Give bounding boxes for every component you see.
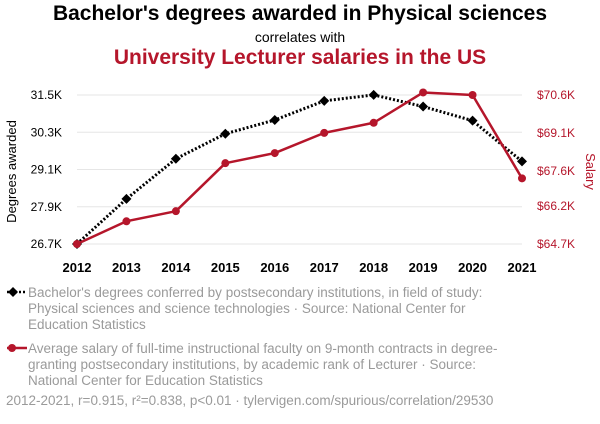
y2-tick-label: $70.6K xyxy=(537,88,575,102)
degrees-data-point xyxy=(319,95,330,106)
x-tick-label: 2017 xyxy=(310,260,339,275)
x-tick-label: 2015 xyxy=(211,260,240,275)
salary-data-point xyxy=(419,88,428,97)
salary-data-point xyxy=(270,149,279,158)
degrees-series-line xyxy=(75,93,523,246)
salary-data-point xyxy=(518,174,526,183)
legend-label-salary: Average salary of full-time instructiona… xyxy=(28,341,498,388)
degrees-data-point xyxy=(220,128,231,139)
degrees-data-point xyxy=(170,153,181,164)
chart-title: Bachelor's degrees awarded in Physical s… xyxy=(52,2,548,25)
y-tick-label: 29.1K xyxy=(31,163,62,177)
degrees-data-point xyxy=(418,101,429,112)
degrees-data-point xyxy=(517,156,527,167)
legend-label-degrees: Bachelor's degrees conferred by postseco… xyxy=(28,285,483,332)
x-tick-label: 2021 xyxy=(508,260,537,275)
degrees-data-point xyxy=(269,114,280,125)
x-tick-label: 2013 xyxy=(112,260,141,275)
x-tick-label: 2018 xyxy=(359,260,388,275)
x-tick-label: 2020 xyxy=(458,260,487,275)
correlation-footer: 2012-2021, r=0.915, r²=0.838, p<0.01 · t… xyxy=(6,393,494,408)
y-tick-label: 30.3K xyxy=(31,125,62,139)
y2-tick-label: $64.7K xyxy=(537,237,575,251)
y2-tick-label: $66.2K xyxy=(537,199,575,213)
salary-data-point xyxy=(73,240,81,248)
salary-series-line xyxy=(76,91,524,246)
y2-tick-label: $69.1K xyxy=(537,126,575,140)
y-tick-label: 27.9K xyxy=(31,200,62,214)
salary-data-point xyxy=(320,128,329,137)
y-tick-label: 31.5K xyxy=(31,88,62,102)
line-chart: 26.7K 27.9K 29.1K 30.3K 31.5K $64.7K $66.2K $67… xyxy=(4,88,598,275)
y2-axis-label: Salary xyxy=(583,153,598,190)
chart-subtitle: University Lecturer salaries in the US xyxy=(113,46,487,69)
salary-data-point xyxy=(369,118,378,127)
x-tick-label: 2016 xyxy=(260,260,289,275)
y2-tick-label: $67.6K xyxy=(537,164,575,178)
y-axis-label: Degrees awarded xyxy=(4,120,19,223)
salary-data-point xyxy=(221,159,230,168)
degrees-data-point xyxy=(467,115,478,126)
x-tick-label: 2019 xyxy=(409,260,438,275)
x-tick-label: 2014 xyxy=(161,260,191,275)
salary-data-point xyxy=(122,217,131,226)
diamond-marker-icon xyxy=(7,287,27,297)
chart-connector-text: correlates with xyxy=(254,29,346,45)
salary-data-point xyxy=(171,207,180,216)
salary-data-point xyxy=(468,91,477,99)
degrees-data-point xyxy=(368,89,379,100)
y-tick-label: 26.7K xyxy=(31,237,62,251)
x-tick-label: 2012 xyxy=(63,260,92,275)
degrees-data-point xyxy=(121,193,132,204)
circle-marker-icon xyxy=(7,344,27,352)
